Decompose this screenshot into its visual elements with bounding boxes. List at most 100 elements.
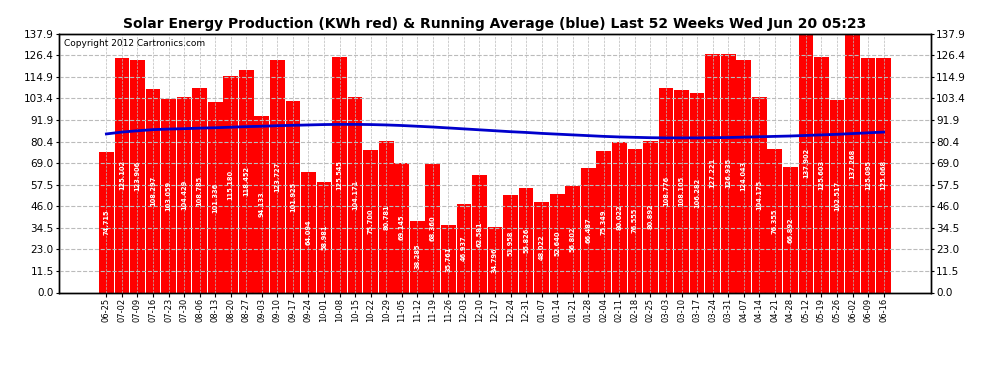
Text: 125.102: 125.102 xyxy=(119,160,125,190)
Bar xyxy=(285,101,300,292)
Bar xyxy=(333,57,346,292)
Text: 46.937: 46.937 xyxy=(461,236,467,261)
Text: 125.068: 125.068 xyxy=(881,160,887,190)
Text: 69.145: 69.145 xyxy=(399,215,405,240)
Bar xyxy=(565,186,580,292)
Bar xyxy=(737,60,751,292)
Bar xyxy=(612,142,627,292)
Bar xyxy=(644,141,657,292)
Text: 74.715: 74.715 xyxy=(103,210,109,235)
Text: Copyright 2012 Cartronics.com: Copyright 2012 Cartronics.com xyxy=(63,39,205,48)
Text: 56.802: 56.802 xyxy=(569,226,576,252)
Text: 103.059: 103.059 xyxy=(165,181,171,211)
Bar xyxy=(658,88,673,292)
Bar xyxy=(254,116,269,292)
Text: 137.902: 137.902 xyxy=(803,148,809,178)
Bar xyxy=(410,220,425,292)
Text: 126.935: 126.935 xyxy=(725,158,732,189)
Text: 108.105: 108.105 xyxy=(678,176,684,206)
Text: 62.581: 62.581 xyxy=(476,221,482,246)
Bar xyxy=(472,175,487,292)
Bar xyxy=(115,58,130,292)
Text: 94.133: 94.133 xyxy=(258,191,265,217)
Text: 66.892: 66.892 xyxy=(787,217,793,243)
Text: 64.094: 64.094 xyxy=(306,219,312,245)
Text: 55.826: 55.826 xyxy=(523,228,529,253)
Text: 38.285: 38.285 xyxy=(414,244,421,269)
Text: 104.429: 104.429 xyxy=(181,179,187,210)
Bar xyxy=(441,225,455,292)
Text: 137.268: 137.268 xyxy=(849,148,855,179)
Title: Solar Energy Production (KWh red) & Running Average (blue) Last 52 Weeks Wed Jun: Solar Energy Production (KWh red) & Runn… xyxy=(124,17,866,31)
Bar xyxy=(628,149,643,292)
Text: 80.022: 80.022 xyxy=(617,205,623,230)
Text: 104.171: 104.171 xyxy=(352,180,358,210)
Bar xyxy=(363,150,378,292)
Text: 75.700: 75.700 xyxy=(367,209,373,234)
Bar xyxy=(208,102,223,292)
Bar xyxy=(488,227,502,292)
Bar xyxy=(751,97,766,292)
Text: 125.095: 125.095 xyxy=(865,160,871,190)
Text: 80.781: 80.781 xyxy=(383,204,389,230)
Text: 58.981: 58.981 xyxy=(321,224,327,250)
Text: 102.517: 102.517 xyxy=(834,181,840,212)
Text: 108.776: 108.776 xyxy=(663,176,669,206)
Text: 106.282: 106.282 xyxy=(694,178,700,208)
Text: 34.796: 34.796 xyxy=(492,247,498,273)
Text: 125.545: 125.545 xyxy=(337,160,343,190)
Text: 75.349: 75.349 xyxy=(601,209,607,234)
Bar xyxy=(799,34,813,292)
Bar xyxy=(721,54,736,292)
Text: 101.925: 101.925 xyxy=(290,182,296,212)
Bar xyxy=(503,195,518,292)
Text: 52.640: 52.640 xyxy=(554,230,560,256)
Bar xyxy=(301,172,316,292)
Text: 115.180: 115.180 xyxy=(228,170,234,200)
Bar xyxy=(456,204,471,292)
Bar xyxy=(192,88,207,292)
Text: 123.727: 123.727 xyxy=(274,161,280,192)
Bar xyxy=(581,168,596,292)
Bar xyxy=(705,54,720,292)
Text: 101.336: 101.336 xyxy=(212,182,218,213)
Bar xyxy=(814,57,829,292)
Text: 35.761: 35.761 xyxy=(446,246,451,272)
Bar xyxy=(394,163,409,292)
Text: 118.452: 118.452 xyxy=(244,166,249,196)
Bar xyxy=(860,58,875,292)
Bar xyxy=(99,152,114,292)
Bar xyxy=(876,58,891,292)
Text: 127.221: 127.221 xyxy=(710,158,716,188)
Bar xyxy=(130,60,145,292)
Bar xyxy=(161,99,176,292)
Bar xyxy=(270,60,285,292)
Text: 125.603: 125.603 xyxy=(819,160,825,190)
Bar xyxy=(239,70,253,292)
Bar xyxy=(596,151,611,292)
Bar xyxy=(830,100,844,292)
Bar xyxy=(317,182,332,292)
Bar xyxy=(845,35,860,292)
Bar xyxy=(224,76,239,292)
Bar xyxy=(690,93,705,292)
Bar xyxy=(177,96,191,292)
Text: 48.022: 48.022 xyxy=(539,235,545,260)
Text: 66.487: 66.487 xyxy=(585,217,591,243)
Text: 108.785: 108.785 xyxy=(197,176,203,206)
Bar xyxy=(767,149,782,292)
Bar xyxy=(535,202,549,292)
Bar xyxy=(146,89,160,292)
Bar xyxy=(674,90,689,292)
Bar xyxy=(783,167,798,292)
Text: 51.958: 51.958 xyxy=(508,231,514,256)
Text: 76.355: 76.355 xyxy=(772,208,778,234)
Text: 68.360: 68.360 xyxy=(430,216,436,241)
Bar xyxy=(426,164,441,292)
Text: 108.297: 108.297 xyxy=(150,176,156,206)
Text: 124.043: 124.043 xyxy=(741,161,746,191)
Bar xyxy=(347,97,362,292)
Text: 123.906: 123.906 xyxy=(135,161,141,191)
Bar xyxy=(519,188,534,292)
Text: 76.555: 76.555 xyxy=(632,208,638,233)
